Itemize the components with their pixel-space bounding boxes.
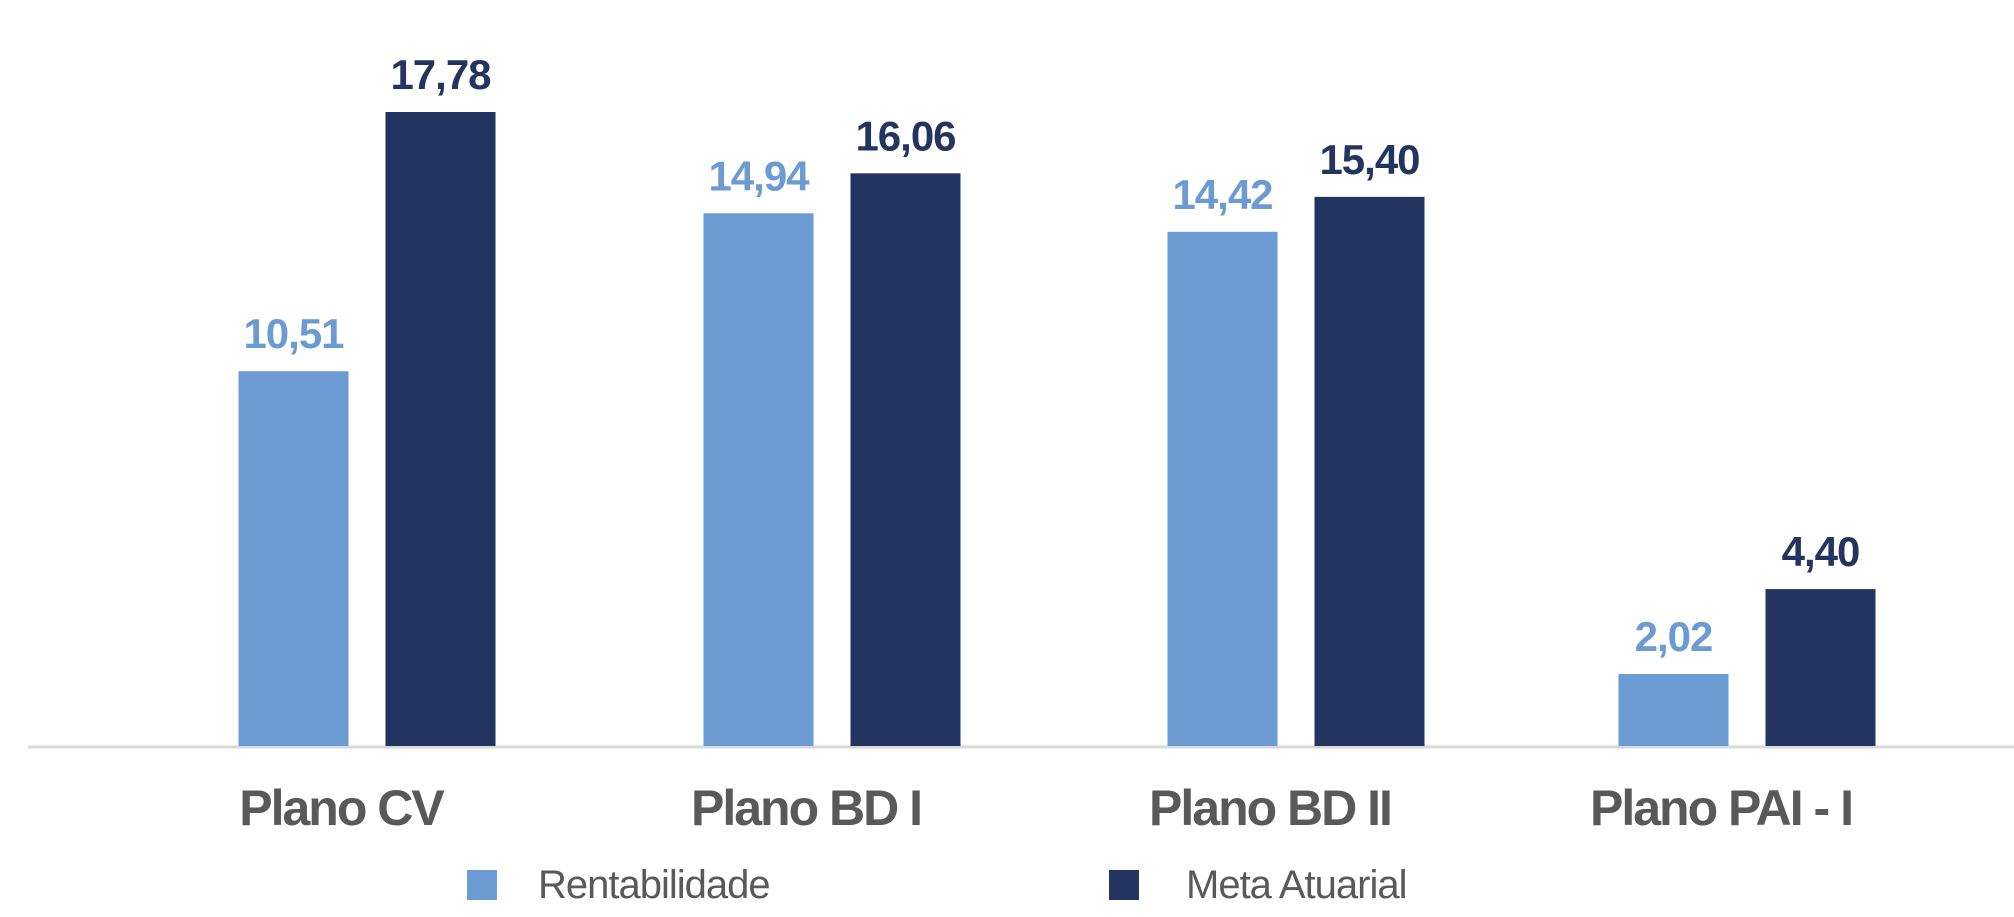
bar-rentabilidade-plano-cv xyxy=(238,371,349,746)
category-labels-layer: Plano CV Plano BD I Plano BD II Plano PAI -… xyxy=(239,780,1854,836)
bars-layer xyxy=(238,112,1876,746)
value-labels-layer: 10,51 17,78 14,94 16,06 14,42 15,40 2,02 4,40 xyxy=(243,51,1860,660)
value-label-meta-atuarial-plano-bd-i: 16,06 xyxy=(855,112,955,159)
legend: Rentabilidade Meta Atuarial xyxy=(467,863,1407,907)
value-label-rentabilidade-plano-bd-i: 14,94 xyxy=(708,152,810,199)
legend-swatch-rentabilidade xyxy=(467,870,497,900)
category-label-plano-bd-i: Plano BD I xyxy=(691,780,921,836)
value-label-rentabilidade-plano-pai-i: 2,02 xyxy=(1635,613,1713,660)
legend-label-meta-atuarial: Meta Atuarial xyxy=(1186,863,1406,907)
bar-meta-atuarial-plano-cv xyxy=(385,112,496,746)
category-label-plano-cv: Plano CV xyxy=(239,780,445,836)
bar-meta-atuarial-plano-bd-i xyxy=(850,173,961,746)
bar-rentabilidade-plano-pai-i xyxy=(1618,673,1729,746)
value-label-meta-atuarial-plano-cv: 17,78 xyxy=(390,51,491,98)
bar-rentabilidade-plano-bd-ii xyxy=(1167,231,1278,746)
category-label-plano-pai-i: Plano PAI - I xyxy=(1590,780,1852,836)
bar-meta-atuarial-plano-pai-i xyxy=(1765,589,1876,746)
legend-label-rentabilidade: Rentabilidade xyxy=(538,863,770,907)
value-label-meta-atuarial-plano-pai-i: 4,40 xyxy=(1782,528,1860,575)
legend-swatch-meta-atuarial xyxy=(1109,870,1139,900)
value-label-rentabilidade-plano-bd-ii: 14,42 xyxy=(1172,171,1272,218)
bar-meta-atuarial-plano-bd-ii xyxy=(1314,196,1425,746)
value-label-rentabilidade-plano-cv: 10,51 xyxy=(243,310,344,357)
bar-rentabilidade-plano-bd-i xyxy=(703,213,814,746)
category-label-plano-bd-ii: Plano BD II xyxy=(1149,780,1391,836)
value-label-meta-atuarial-plano-bd-ii: 15,40 xyxy=(1319,136,1419,183)
